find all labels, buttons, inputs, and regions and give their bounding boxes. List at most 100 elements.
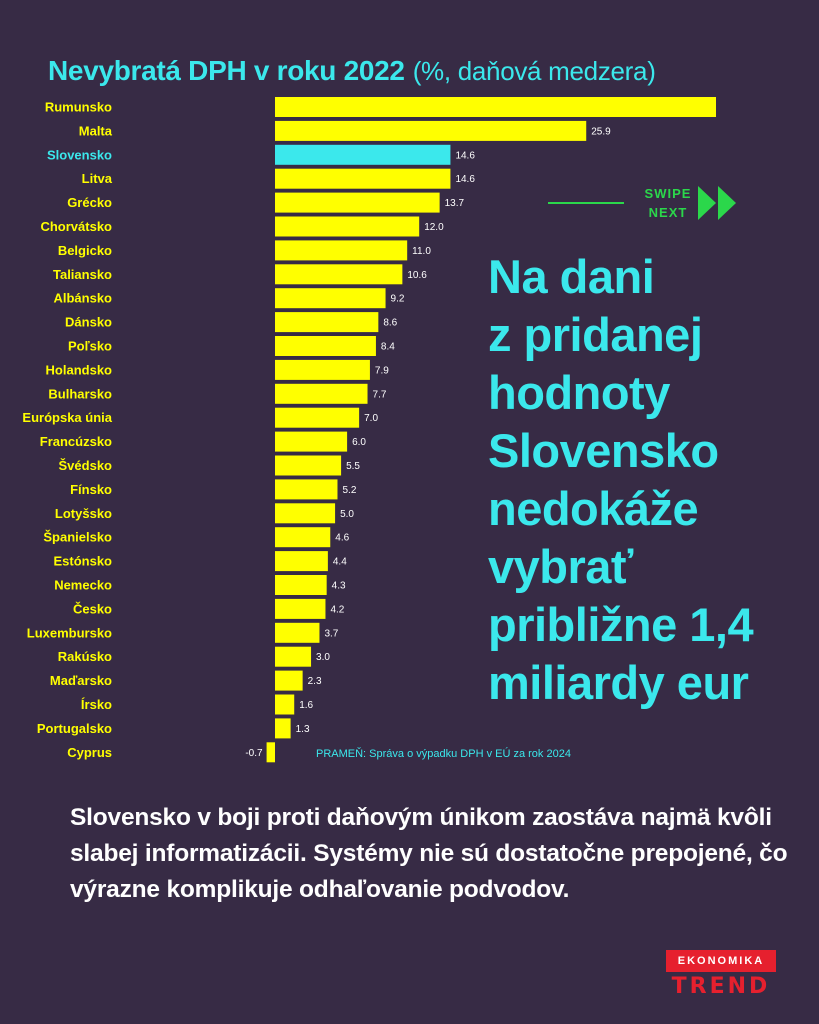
- category-label: Cyprus: [67, 745, 112, 760]
- value-label: 1.3: [296, 724, 310, 735]
- value-label: 7.9: [375, 365, 389, 376]
- value-label: 14.6: [455, 150, 475, 161]
- category-label: Maďarsko: [50, 673, 112, 688]
- category-label: Španielsko: [43, 530, 112, 545]
- chart-subtitle: (%, daňová medzera): [412, 56, 656, 86]
- bar: [275, 192, 440, 213]
- category-label: Belgicko: [58, 243, 112, 258]
- bar: [275, 431, 348, 452]
- bar: [275, 264, 403, 285]
- value-label: 3.0: [316, 652, 330, 663]
- value-label: 5.0: [340, 509, 354, 520]
- bar: [275, 312, 379, 333]
- value-label: 13.7: [445, 198, 465, 209]
- headline: Na dani z pridanej hodnoty Slovensko ned…: [488, 248, 818, 712]
- logo-section-label: EKONOMIKA: [666, 950, 776, 972]
- headline-line: Slovensko: [488, 424, 719, 477]
- bar: [275, 288, 386, 309]
- category-label: Holandsko: [46, 362, 113, 377]
- headline-line: z pridanej: [488, 308, 703, 361]
- bar: [275, 575, 327, 595]
- bar: [275, 240, 408, 261]
- swipe-next-button[interactable]: SWIPE NEXT: [548, 182, 748, 222]
- swipe-text: SWIPE NEXT: [632, 184, 704, 222]
- value-label: 7.0: [364, 413, 378, 424]
- category-label: Rakúsko: [58, 649, 112, 664]
- value-label: 7.7: [373, 389, 387, 400]
- headline-line: vybrať: [488, 540, 633, 593]
- category-label: Luxembursko: [27, 625, 112, 640]
- category-label: Poľsko: [68, 339, 112, 354]
- bar: [275, 551, 328, 572]
- bar: [275, 97, 716, 117]
- category-label: Malta: [79, 123, 113, 138]
- body-text: Slovensko v boji proti daňovým únikom za…: [70, 804, 788, 903]
- value-label: 4.2: [330, 604, 344, 615]
- category-label: Švédsko: [59, 458, 113, 473]
- bar: [275, 646, 312, 667]
- category-label: Dánsko: [65, 315, 112, 330]
- value-label: 12.0: [424, 222, 444, 233]
- value-label: 4.6: [335, 533, 349, 544]
- chart-title-main: Nevybratá DPH v roku 2022: [48, 55, 405, 86]
- double-arrow-right-icon: [698, 186, 736, 220]
- category-label: Estónsko: [53, 554, 112, 569]
- logo-brand: TREND: [671, 974, 771, 999]
- headline-line: miliardy eur: [488, 656, 749, 709]
- bar: [275, 527, 331, 548]
- headline-line: približne 1,4: [488, 598, 754, 651]
- bar: [275, 479, 338, 500]
- category-label: Portugalsko: [37, 721, 112, 736]
- swipe-label: SWIPE: [644, 186, 692, 201]
- category-label: Taliansko: [53, 267, 112, 282]
- category-label: Rumunsko: [45, 100, 112, 115]
- bar: [275, 168, 451, 189]
- bar: [275, 598, 326, 619]
- category-label: Albánsko: [53, 291, 112, 306]
- bar: [275, 383, 368, 404]
- category-label: Grécko: [67, 195, 112, 210]
- bar: [275, 216, 420, 237]
- value-label: 4.4: [333, 557, 347, 568]
- value-label: 6.0: [352, 437, 366, 448]
- value-label: 10.6: [407, 270, 427, 281]
- chart-title: Nevybratá DPH v roku 2022 (%, daňová medz…: [48, 55, 656, 87]
- category-label: Bulharsko: [48, 386, 112, 401]
- value-label: 8.6: [383, 318, 397, 329]
- bar: [275, 503, 336, 524]
- category-label: Francúzsko: [40, 434, 112, 449]
- value-label: 25.9: [591, 126, 611, 137]
- value-label: -0.7: [245, 748, 263, 759]
- bar: [275, 144, 451, 165]
- bar: [275, 622, 320, 643]
- trend-logo: EKONOMIKA TREND: [666, 950, 776, 1000]
- category-label: Slovensko: [47, 147, 112, 162]
- value-label: 4.3: [332, 581, 346, 592]
- source-note: PRAMEŇ: Správa o výpadku DPH v EÚ za rok…: [316, 748, 571, 760]
- headline-line: hodnoty: [488, 366, 670, 419]
- value-label: 2.3: [308, 676, 322, 687]
- value-label: 11.0: [412, 246, 431, 257]
- bar: [275, 120, 587, 141]
- bar: [275, 718, 291, 739]
- value-label: 3.7: [324, 628, 338, 639]
- value-label: 14.6: [455, 174, 475, 185]
- value-label: 8.4: [381, 342, 395, 353]
- category-label: Fínsko: [70, 482, 112, 497]
- bar: [275, 359, 370, 380]
- value-label: 5.2: [342, 485, 356, 496]
- bar: [266, 742, 275, 763]
- category-label: Írsko: [81, 697, 112, 712]
- value-label: 9.2: [391, 294, 405, 305]
- value-label: 5.5: [346, 461, 360, 472]
- category-label: Nemecko: [54, 578, 112, 593]
- category-label: Litva: [82, 171, 113, 186]
- headline-line: Na dani: [488, 250, 655, 303]
- next-label: NEXT: [648, 205, 688, 220]
- value-label: 1.6: [299, 700, 313, 711]
- bar-chart: Rumunsko Malta 25.9 Slovensko 14.6 Litva 14.6 G…: [22, 97, 716, 763]
- bar: [275, 455, 342, 476]
- category-label: Česko: [73, 601, 112, 616]
- bar: [275, 407, 360, 428]
- headline-line: nedokáže: [488, 482, 699, 535]
